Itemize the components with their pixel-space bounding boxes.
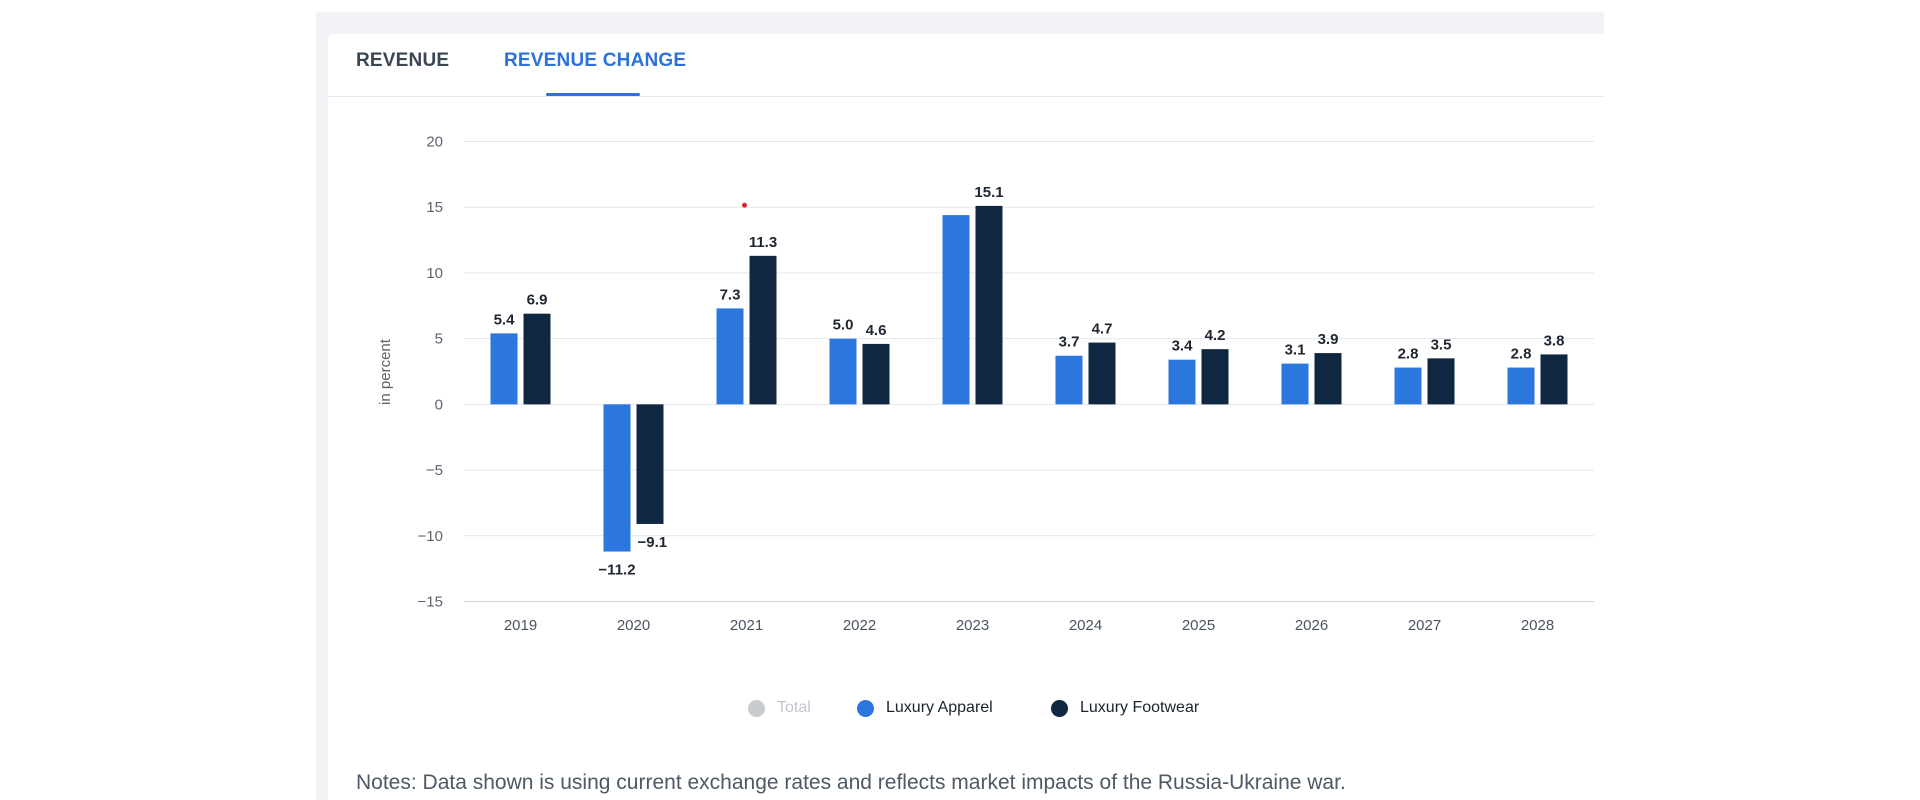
data-label: 11.3 xyxy=(749,234,777,251)
legend-item-total[interactable]: Total xyxy=(748,696,811,720)
bar xyxy=(1427,358,1455,405)
bar xyxy=(603,404,631,552)
data-label: 3.4 xyxy=(1172,338,1194,355)
x-tick-label: 2022 xyxy=(843,617,876,634)
data-label: 2.8 xyxy=(1511,346,1532,363)
data-label: 2.8 xyxy=(1398,346,1419,363)
data-label: 7.3 xyxy=(720,286,741,303)
legend-item-luxury-apparel[interactable]: Luxury Apparel xyxy=(857,696,993,720)
bar xyxy=(1507,367,1535,405)
chart-notes: Notes: Data shown is using current excha… xyxy=(356,771,1346,794)
legend-total-label: Total xyxy=(777,699,811,716)
bar xyxy=(1281,363,1309,405)
data-labels: 5.4 6.9 −11.2−9.1 7.3 11.3 5.0 4.6 15.1 3.7 4.7 3.… xyxy=(494,184,1565,579)
y-tick-label: −5 xyxy=(426,462,443,479)
y-tick-label: 15 xyxy=(426,199,443,216)
y-tick-label: −15 xyxy=(418,594,443,611)
bar xyxy=(1168,359,1196,405)
bar xyxy=(1540,354,1568,405)
tab-revenue[interactable]: REVENUE xyxy=(356,50,450,71)
statistic-card: REVENUE REVENUE CHANGE 20 15 10 5 0 −5 −10 −15 … xyxy=(328,34,1604,800)
data-label: 3.8 xyxy=(1544,332,1565,349)
x-tick-label: 2026 xyxy=(1295,617,1328,634)
bar xyxy=(862,343,890,405)
x-tick-label: 2021 xyxy=(730,617,763,634)
data-label: 6.9 xyxy=(527,292,548,309)
legend-apparel-label: Luxury Apparel xyxy=(886,699,993,716)
y-tick-label: 20 xyxy=(426,134,443,151)
legend-footwear-label: Luxury Footwear xyxy=(1080,699,1200,716)
bar xyxy=(1394,367,1422,405)
bar xyxy=(636,404,664,524)
bar xyxy=(829,338,857,405)
x-axis-ticks: 2019 2020 2021 2022 2023 2024 2025 2026 2027 2028 xyxy=(504,617,1554,634)
y-tick-label: 0 xyxy=(435,396,443,413)
data-label: −11.2 xyxy=(598,562,635,579)
data-label: −9.1 xyxy=(638,534,668,551)
data-label: 5.4 xyxy=(494,311,516,328)
data-label: 4.7 xyxy=(1092,321,1113,338)
bar xyxy=(1055,355,1083,405)
legend-item-luxury-footwear[interactable]: Luxury Footwear xyxy=(1051,696,1199,720)
y-tick-label: 5 xyxy=(435,331,443,348)
x-tick-label: 2023 xyxy=(956,617,989,634)
bar xyxy=(749,255,777,405)
y-tick-label: 10 xyxy=(426,265,443,282)
data-label: 3.1 xyxy=(1285,342,1306,359)
data-label: 4.6 xyxy=(866,322,887,339)
data-label: 3.5 xyxy=(1431,336,1452,353)
chart-annotations xyxy=(742,202,747,208)
data-label: 3.7 xyxy=(1059,334,1080,351)
legend-footwear-swatch xyxy=(1051,699,1068,717)
bar xyxy=(523,313,551,405)
x-tick-label: 2020 xyxy=(617,617,650,634)
x-tick-label: 2027 xyxy=(1408,617,1441,634)
annotation-marker xyxy=(742,202,747,208)
data-label: 4.2 xyxy=(1205,327,1226,344)
bar xyxy=(942,215,970,405)
chart-legend: Total Luxury Apparel Luxury Footwear xyxy=(328,696,1604,720)
legend-total-swatch xyxy=(748,699,765,717)
x-tick-label: 2024 xyxy=(1069,617,1102,634)
tab-revenue-change[interactable]: REVENUE CHANGE xyxy=(504,50,687,71)
chart-gridlines xyxy=(464,141,1594,602)
bar xyxy=(1088,342,1116,405)
bar-chart: 20 15 10 5 0 −5 −10 −15 in percent 5.4 6.9 −11.2−… xyxy=(377,134,1594,634)
x-tick-label: 2019 xyxy=(504,617,537,634)
bar xyxy=(1201,349,1229,405)
legend-apparel-swatch xyxy=(857,699,874,717)
y-axis-ticks: 20 15 10 5 0 −5 −10 −15 xyxy=(418,134,443,611)
bar xyxy=(716,308,744,405)
data-label: 3.9 xyxy=(1318,331,1339,348)
bar xyxy=(490,333,518,405)
x-tick-label: 2028 xyxy=(1521,617,1554,634)
active-tab-indicator xyxy=(546,93,640,96)
x-tick-label: 2025 xyxy=(1182,617,1215,634)
y-tick-label: −10 xyxy=(418,528,443,545)
chart-bars xyxy=(490,205,1568,552)
data-label: 15.1 xyxy=(974,184,1003,201)
bar xyxy=(1314,353,1342,405)
chart-tabs: REVENUE REVENUE CHANGE xyxy=(328,34,1604,97)
y-axis-title: in percent xyxy=(377,338,394,405)
bar xyxy=(975,205,1003,405)
data-label: 5.0 xyxy=(833,317,854,334)
